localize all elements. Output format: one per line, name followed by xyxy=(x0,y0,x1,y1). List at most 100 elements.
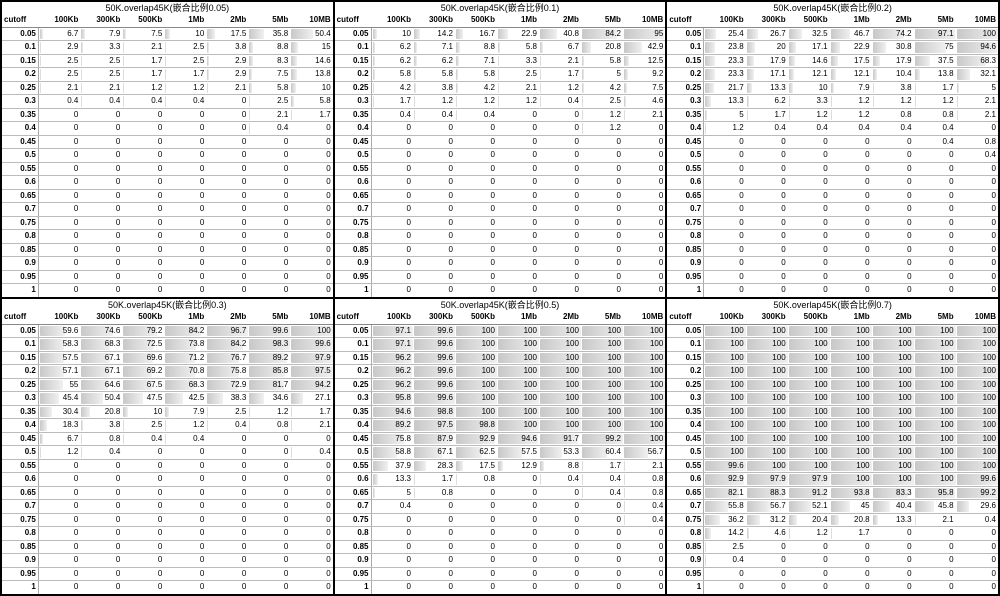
data-cell: 0 xyxy=(581,135,623,149)
cutoff-label: 0.4 xyxy=(335,419,371,433)
cell-value: 0 xyxy=(116,569,120,578)
cell-value: 0 xyxy=(74,461,78,470)
cell-value: 0 xyxy=(659,218,663,227)
cell-value: 0 xyxy=(242,258,246,267)
cell-value: 0 xyxy=(949,528,953,537)
cell-bar xyxy=(40,339,64,350)
data-cell: 5.8 xyxy=(581,54,623,68)
cell-value: 0 xyxy=(74,191,78,200)
cell-value: 98.8 xyxy=(479,420,495,429)
table-row: 0.80000000 xyxy=(2,230,333,244)
cell-bar xyxy=(81,420,83,431)
cell-value: 10 xyxy=(153,407,162,416)
cell-value: 2.5 xyxy=(151,420,162,429)
cell-value: 100 xyxy=(566,380,579,389)
cell-bar xyxy=(789,110,790,121)
cell-value: 100 xyxy=(650,339,663,348)
data-cell: 0 xyxy=(581,230,623,244)
cell-bar xyxy=(540,56,541,67)
cutoff-label: 0.15 xyxy=(2,351,38,365)
data-cell: 0 xyxy=(539,243,581,257)
cell-value: 100 xyxy=(983,420,996,429)
data-cell: 25.4 xyxy=(704,27,746,41)
cell-bar xyxy=(831,501,850,512)
cell-value: 0 xyxy=(949,218,953,227)
data-cell: 100 xyxy=(704,365,746,379)
data-cell: 0 xyxy=(539,230,581,244)
data-cell: 0 xyxy=(413,554,455,568)
data-cell: 94.6 xyxy=(497,432,539,446)
cell-value: 0.8 xyxy=(652,474,663,483)
cell-value: 0 xyxy=(200,582,204,591)
heatmap-panel: 50K.overlap45K(嵌合比例0.3)cutoff100Kb300Kb5… xyxy=(1,298,334,595)
cell-value: 100 xyxy=(814,461,827,470)
cell-value: 0 xyxy=(616,245,620,254)
cell-value: 0 xyxy=(533,164,537,173)
data-cell: 0 xyxy=(122,473,164,487)
data-cell: 100 xyxy=(830,392,872,406)
data-cell: 100 xyxy=(581,351,623,365)
table-row: 0.25.85.85.82.51.759.2 xyxy=(335,68,666,82)
data-cell: 0 xyxy=(206,527,248,541)
table-row: 0.950000000 xyxy=(2,567,333,581)
cell-value: 0 xyxy=(491,542,495,551)
cell-bar xyxy=(915,56,931,67)
cell-value: 0 xyxy=(992,218,996,227)
cell-value: 0 xyxy=(739,164,743,173)
data-cell: 0 xyxy=(206,135,248,149)
data-cell: 0 xyxy=(497,189,539,203)
data-cell: 0 xyxy=(248,257,290,271)
cell-bar xyxy=(705,83,714,94)
cell-value: 2.5 xyxy=(193,42,204,51)
data-cell: 100 xyxy=(956,378,998,392)
data-cell: 0 xyxy=(164,500,206,514)
cell-value: 0 xyxy=(533,204,537,213)
cell-value: 0 xyxy=(616,569,620,578)
cell-value: 99.2 xyxy=(980,488,996,497)
data-cell: 0 xyxy=(914,284,956,298)
cell-value: 0 xyxy=(616,501,620,510)
data-cell: 29.6 xyxy=(956,500,998,514)
cell-value: 0 xyxy=(616,542,620,551)
cell-value: 100 xyxy=(772,326,785,335)
cell-bar xyxy=(831,528,832,539)
cell-value: 0 xyxy=(739,204,743,213)
cell-value: 100 xyxy=(856,326,869,335)
cell-value: 20.8 xyxy=(605,42,621,51)
data-cell: 0 xyxy=(872,135,914,149)
data-cell: 1.2 xyxy=(539,81,581,95)
cell-value: 0 xyxy=(200,501,204,510)
cutoff-label: 0.45 xyxy=(335,432,371,446)
cell-value: 0 xyxy=(116,164,120,173)
cell-value: 0.8 xyxy=(900,110,911,119)
data-cell: 1.2 xyxy=(413,95,455,109)
cell-value: 1.2 xyxy=(859,110,870,119)
cell-value: 0 xyxy=(992,582,996,591)
column-header: 500Kb xyxy=(122,14,164,27)
cell-value: 0 xyxy=(407,285,411,294)
cell-value: 0 xyxy=(116,474,120,483)
data-cell: 0 xyxy=(914,203,956,217)
cell-value: 100 xyxy=(524,393,537,402)
data-cell: 0 xyxy=(914,149,956,163)
cell-value: 0 xyxy=(200,474,204,483)
cell-value: 100 xyxy=(940,380,953,389)
cell-value: 37.9 xyxy=(395,461,411,470)
cell-value: 0 xyxy=(491,191,495,200)
data-cell: 0 xyxy=(206,554,248,568)
cell-value: 0 xyxy=(242,461,246,470)
data-cell: 0 xyxy=(539,513,581,527)
data-cell: 0 xyxy=(581,540,623,554)
data-cell: 0 xyxy=(206,432,248,446)
cell-value: 58.3 xyxy=(63,339,79,348)
data-cell: 1.7 xyxy=(122,68,164,82)
data-cell: 100 xyxy=(956,338,998,352)
cutoff-label: 0.4 xyxy=(667,419,703,433)
column-header: 1Mb xyxy=(830,311,872,324)
cell-value: 0 xyxy=(533,515,537,524)
data-cell: 3.3 xyxy=(80,41,122,55)
data-cell: 0 xyxy=(248,446,290,460)
table-row: 0.257.167.169.270.875.885.897.5 xyxy=(2,365,333,379)
cell-value: 0 xyxy=(158,258,162,267)
cell-value: 100 xyxy=(898,474,911,483)
